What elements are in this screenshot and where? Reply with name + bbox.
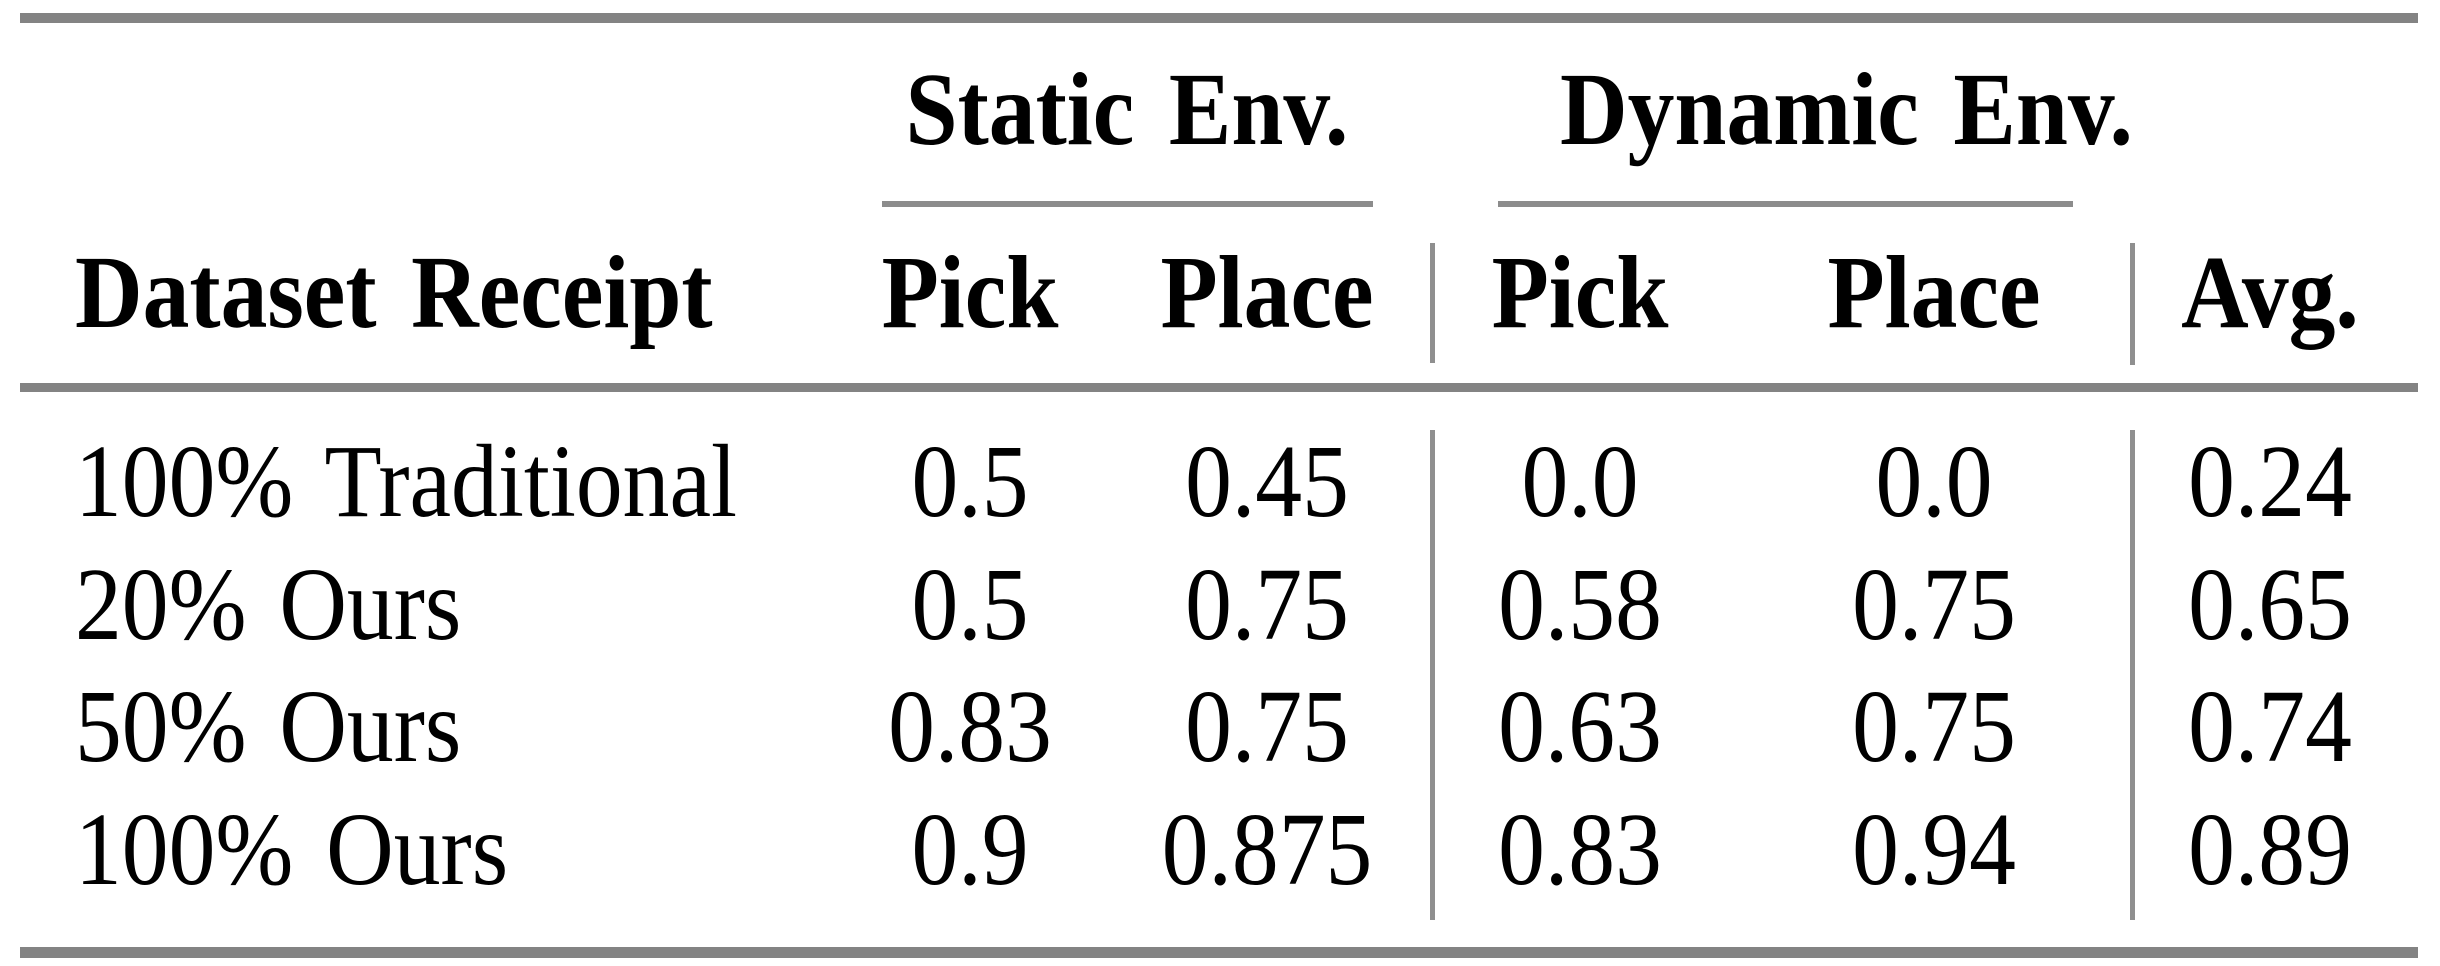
cell-avg: 0.89 <box>2188 792 2352 907</box>
cell-avg: 0.74 <box>2188 669 2352 784</box>
cell-static-pick: 0.5 <box>911 424 1029 539</box>
header-vertical-separator-2 <box>2130 243 2135 365</box>
header-vertical-separator-1 <box>1430 243 1435 363</box>
cell-dynamic-pick: 0.58 <box>1498 547 1662 662</box>
cell-avg: 0.24 <box>2188 424 2352 539</box>
cell-dynamic-place: 0.0 <box>1875 424 1993 539</box>
cell-avg: 0.65 <box>2188 547 2352 662</box>
column-group-static-env: Static Env. <box>905 52 1349 167</box>
cell-static-pick: 0.9 <box>911 792 1029 907</box>
static-env-underline <box>882 201 1373 207</box>
cell-static-pick: 0.5 <box>911 547 1029 662</box>
row-label: 50% Ours <box>75 669 462 784</box>
cell-dynamic-pick: 0.0 <box>1521 424 1639 539</box>
dynamic-env-underline <box>1498 201 2073 207</box>
cell-dynamic-place: 0.75 <box>1852 547 2016 662</box>
bottom-rule <box>20 947 2418 958</box>
body-vertical-separator-1 <box>1430 430 1435 920</box>
row-label: 100% Ours <box>75 792 509 907</box>
column-header-dynamic-pick: Pick <box>1491 235 1669 350</box>
column-header-dynamic-place: Place <box>1827 235 2041 350</box>
cell-dynamic-pick: 0.63 <box>1498 669 1662 784</box>
row-label: 100% Traditional <box>75 424 738 539</box>
cell-dynamic-pick: 0.83 <box>1498 792 1662 907</box>
column-header-avg: Avg. <box>2181 235 2359 350</box>
cell-static-place: 0.875 <box>1161 792 1373 907</box>
cell-static-place: 0.75 <box>1185 669 1349 784</box>
cell-static-place: 0.45 <box>1185 424 1349 539</box>
top-rule <box>20 13 2418 23</box>
row-label: 20% Ours <box>75 547 462 662</box>
column-group-dynamic-env: Dynamic Env. <box>1560 52 2133 167</box>
column-header-static-place: Place <box>1160 235 1374 350</box>
body-vertical-separator-2 <box>2130 430 2135 920</box>
column-header-dataset-receipt: Dataset Receipt <box>75 235 713 350</box>
header-midrule <box>20 383 2418 392</box>
cell-dynamic-place: 0.94 <box>1852 792 2016 907</box>
cell-dynamic-place: 0.75 <box>1852 669 2016 784</box>
cell-static-place: 0.75 <box>1185 547 1349 662</box>
cell-static-pick: 0.83 <box>888 669 1052 784</box>
column-header-static-pick: Pick <box>881 235 1059 350</box>
